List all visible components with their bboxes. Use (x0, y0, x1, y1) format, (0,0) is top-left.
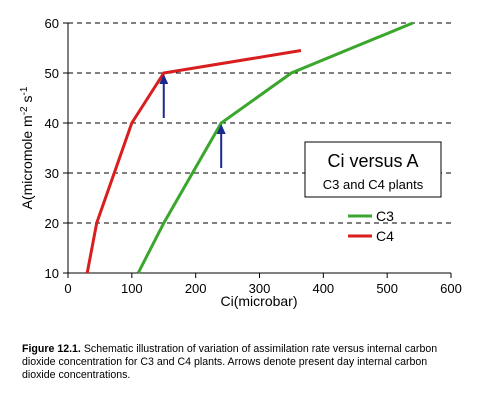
x-tick-labels: 0 100 200 300 400 500 600 (64, 281, 461, 296)
x-tick-label-600: 600 (440, 281, 462, 296)
x-axis-label: Ci(microbar) (221, 293, 298, 309)
caption-label: Figure 12.1. (22, 343, 81, 355)
y-axis-label-mid: s (19, 95, 35, 106)
axes (63, 22, 452, 278)
y-axis-label-base: A(micromole m (19, 115, 35, 209)
caption-text: Schematic illustration of variation of a… (22, 343, 438, 381)
arrow-1 (159, 74, 169, 118)
legend-c3-label: C3 (376, 208, 394, 224)
legend: C3 C4 (348, 208, 394, 244)
annotation-box: Ci versus A C3 and C4 plants (304, 141, 442, 198)
x-tick-label-200: 200 (185, 281, 207, 296)
arrow-2-head (216, 124, 226, 134)
y-tick-label-40: 40 (45, 116, 59, 131)
y-tick-labels: 10 20 30 40 50 60 (45, 16, 59, 281)
annotation-subtitle: C3 and C4 plants (323, 177, 424, 192)
arrow-1-head (159, 74, 169, 84)
y-tick-label-60: 60 (45, 16, 59, 31)
series-lines (85, 21, 414, 274)
annotation-box-border (304, 141, 442, 198)
annotation-title: Ci versus A (327, 151, 418, 171)
figure-caption: Figure 12.1. Schematic illustration of v… (22, 343, 462, 382)
x-tick-label-500: 500 (376, 281, 398, 296)
y-tick-label-10: 10 (45, 266, 59, 281)
series-line-c4 (85, 49, 302, 274)
x-tick-label-400: 400 (312, 281, 334, 296)
arrow-annotations (159, 74, 226, 168)
y-tick-label-30: 30 (45, 166, 59, 181)
arrow-2 (216, 124, 226, 168)
y-axis-label-sup1: -2 (19, 106, 30, 115)
y-axis-label: A(micromole m-2 s-1 (19, 86, 35, 209)
x-tick-label-100: 100 (121, 281, 143, 296)
x-tick-label-0: 0 (64, 281, 71, 296)
y-axis-label-sup2: -1 (19, 86, 30, 95)
legend-c4-label: C4 (376, 228, 394, 244)
assimilation-chart: 10 20 30 40 50 60 0 100 200 300 400 500 600 Ci(micr… (19, 16, 462, 309)
series-line-c3 (136, 21, 414, 274)
y-tick-label-20: 20 (45, 216, 59, 231)
x-tick-label-300: 300 (249, 281, 271, 296)
y-tick-label-50: 50 (45, 66, 59, 81)
